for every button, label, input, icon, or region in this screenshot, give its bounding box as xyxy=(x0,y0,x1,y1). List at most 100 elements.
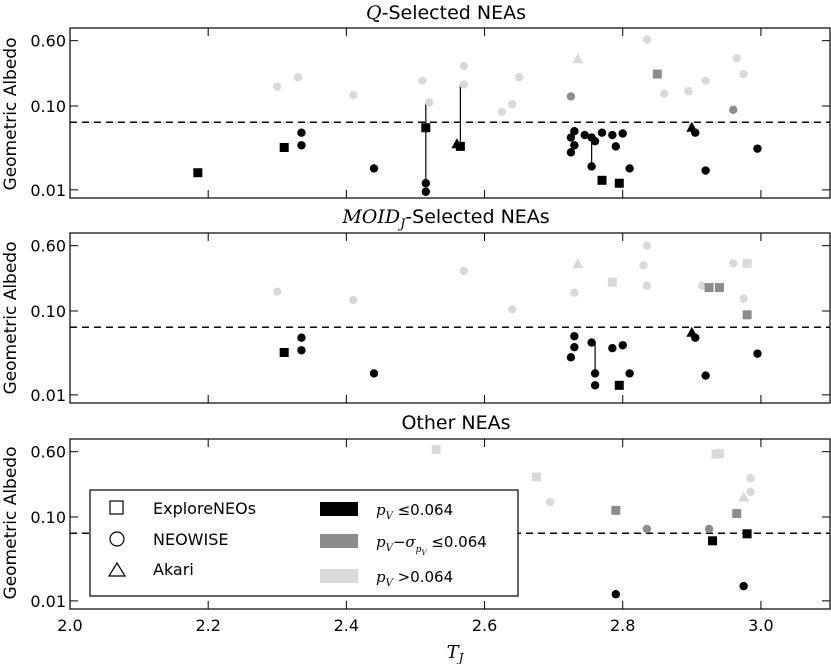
legend-swatch-light xyxy=(320,569,358,583)
legend-label-gray: pV−σpV ≤0.064 xyxy=(376,533,487,557)
data-point-circle xyxy=(349,295,358,305)
panel-moid-selected: MOIDJ-Selected NEAs Geometric Albedo 0.0… xyxy=(1,206,831,405)
data-point-circle xyxy=(608,130,617,140)
panel-q-selected: Q-Selected NEAs Geometric Albedo 0.01 0.1… xyxy=(1,2,831,200)
data-point-square xyxy=(742,310,752,320)
panel-title-q-selected: Q-Selected NEAs xyxy=(366,2,526,24)
legend-label-explore: ExploreNEOs xyxy=(153,499,256,518)
data-point-circle xyxy=(590,369,600,378)
y-axis-label: Geometric Albedo xyxy=(1,447,21,600)
data-point-circle xyxy=(753,349,762,358)
data-point-square xyxy=(193,168,203,178)
y-axis-label: Geometric Albedo xyxy=(1,38,21,191)
data-point-square xyxy=(614,380,624,390)
data-point-circle xyxy=(642,35,652,44)
data-point-circle xyxy=(732,54,741,63)
data-point-square xyxy=(714,449,724,459)
data-point-circle xyxy=(566,133,576,142)
y-tick-label: 0.60 xyxy=(30,237,66,256)
data-point-circle xyxy=(590,137,600,146)
legend-label-neowise: NEOWISE xyxy=(153,530,228,549)
panel-title-other: Other NEAs xyxy=(401,412,510,434)
data-point-circle xyxy=(545,498,555,507)
data-point-square xyxy=(742,529,752,539)
data-point-square xyxy=(708,536,718,546)
legend: ExploreNEOs NEOWISE Akari pV ≤0.064 pV−σ… xyxy=(89,489,519,597)
x-tick-label: 2.0 xyxy=(57,616,82,635)
data-point-circle xyxy=(739,581,748,591)
data-point-square xyxy=(421,123,431,133)
data-point-triangle xyxy=(572,258,584,269)
data-point-circle xyxy=(746,473,755,483)
x-tick-label: 2.6 xyxy=(472,616,497,635)
data-point-circle xyxy=(587,338,596,347)
data-point-circle xyxy=(701,76,710,85)
data-point-circle xyxy=(691,333,700,342)
data-point-circle xyxy=(570,343,579,352)
data-point-circle xyxy=(642,524,652,534)
data-point-circle xyxy=(697,281,707,290)
data-point-circle xyxy=(701,371,710,380)
y-tick-label: 0.01 xyxy=(30,386,66,405)
data-point-circle xyxy=(273,82,282,91)
data-point-circle xyxy=(570,332,579,341)
data-point-square xyxy=(652,69,662,79)
data-point-square xyxy=(714,283,724,293)
data-point-circle xyxy=(421,179,431,188)
data-point-circle xyxy=(297,141,306,150)
data-point-circle xyxy=(684,87,693,96)
data-point-square xyxy=(742,258,752,268)
x-tick-label: 3.0 xyxy=(748,616,773,635)
data-point-circle xyxy=(570,288,579,297)
data-point-square xyxy=(597,175,607,185)
data-point-circle xyxy=(704,524,714,534)
y-tick-label: 0.10 xyxy=(30,508,66,527)
y-tick-label: 0.10 xyxy=(30,302,66,321)
data-point-circle xyxy=(746,487,755,496)
y-tick-label: 0.01 xyxy=(30,181,66,200)
data-point-circle xyxy=(459,80,469,89)
data-point-circle xyxy=(642,241,652,250)
data-point-circle xyxy=(625,164,634,173)
data-point-square xyxy=(431,444,441,454)
x-axis-label: TJ xyxy=(447,642,465,664)
plot-frame xyxy=(69,438,831,610)
y-tick-label: 0.60 xyxy=(30,443,66,462)
plot-frame xyxy=(69,232,831,404)
x-tick-label: 2.4 xyxy=(334,616,359,635)
data-point-circle xyxy=(753,144,762,153)
legend-triangle-icon xyxy=(107,561,127,577)
x-tick-label: 2.8 xyxy=(610,616,635,635)
data-point-circle xyxy=(566,148,576,157)
panel-title-moid-selected: MOIDJ-Selected NEAs xyxy=(341,206,549,232)
y-tick-label: 0.01 xyxy=(30,592,66,611)
legend-square-icon xyxy=(109,500,124,515)
data-point-circle xyxy=(349,90,358,100)
data-point-square xyxy=(279,347,289,357)
data-point-square xyxy=(279,142,289,152)
data-point-circle xyxy=(297,333,306,342)
legend-label-light: pV >0.064 xyxy=(376,568,453,589)
x-tick-label: 2.2 xyxy=(195,616,220,635)
data-point-circle xyxy=(425,98,434,107)
plot-frame xyxy=(69,27,831,199)
data-point-triangle xyxy=(572,53,584,64)
data-point-circle xyxy=(625,369,634,378)
legend-circle-icon xyxy=(109,531,125,547)
data-point-circle xyxy=(421,187,431,196)
data-point-circle xyxy=(459,266,469,276)
legend-swatch-black xyxy=(320,502,358,516)
panel-title-moid-text: -Selected NEAs xyxy=(405,206,549,228)
data-point-square xyxy=(531,472,541,482)
data-point-circle xyxy=(570,141,579,150)
plot-area-q-selected: 0.01 0.10 0.60 xyxy=(30,27,831,200)
data-point-circle xyxy=(273,287,282,296)
data-point-circle xyxy=(570,127,579,136)
data-point-circle xyxy=(739,69,748,79)
legend-label-akari: Akari xyxy=(153,560,194,579)
data-point-circle xyxy=(514,73,524,82)
data-point-circle xyxy=(611,142,621,151)
data-point-circle xyxy=(369,369,379,378)
data-point-square xyxy=(732,509,742,519)
